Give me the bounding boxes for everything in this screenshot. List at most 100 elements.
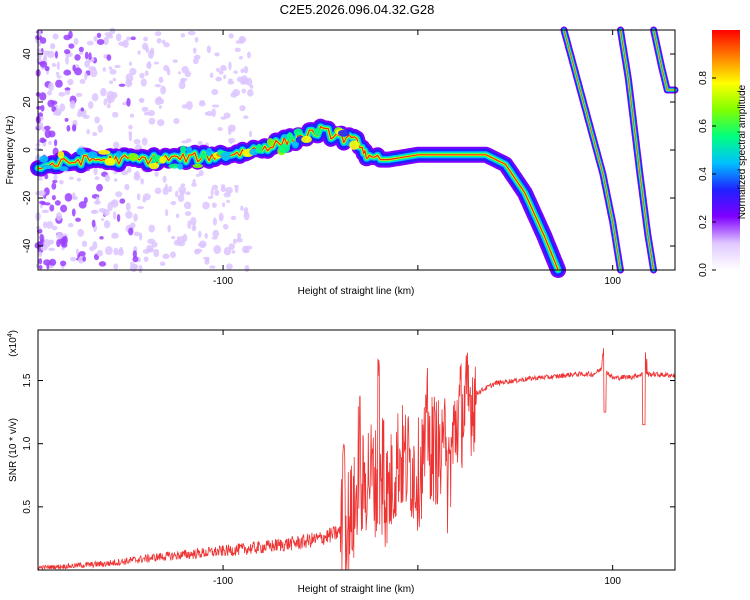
spectrogram-noise-blob xyxy=(78,46,84,53)
spectrogram-noise-blob xyxy=(58,91,66,97)
spectrogram-noise-blob xyxy=(55,79,63,88)
spectrogram-noise-blob xyxy=(54,200,61,206)
spectrogram-noise-blob xyxy=(129,113,135,118)
spectrogram-noise-blob xyxy=(93,166,98,176)
spectrogram-noise-blob xyxy=(234,47,241,53)
spectrogram-noise-blob xyxy=(174,190,179,198)
spectrogram-noise-blob xyxy=(59,179,64,185)
snr-panel: -100 100 0.5 1.0 1.5 Height of straight lin… xyxy=(7,329,676,595)
spectrogram-blob xyxy=(278,143,290,154)
spectrogram-blob xyxy=(266,138,274,147)
spectrogram-noise-blob xyxy=(67,78,74,86)
spectrogram-noise-blob xyxy=(47,99,55,108)
spectrogram-noise-blob xyxy=(91,209,97,214)
spectrogram-noise-blob xyxy=(74,54,81,61)
spectrogram-noise-blob xyxy=(51,182,57,190)
spectrogram-noise-blob xyxy=(48,140,52,145)
spectrogram-noise-blob xyxy=(211,108,216,118)
spectrogram-noise-blob xyxy=(198,101,206,107)
spectrogram-noise-blob xyxy=(143,111,151,116)
spectrogram-noise-blob xyxy=(38,265,43,270)
spectrogram-noise-blob xyxy=(103,36,109,46)
spectrogram-noise-blob xyxy=(243,207,249,215)
spectrogram-noise-blob xyxy=(65,55,69,65)
spectrogram-noise-blob xyxy=(236,237,243,243)
spectrogram-noise-blob xyxy=(128,132,133,142)
spectrogram-noise-blob xyxy=(116,213,121,223)
spectrogram-noise-blob xyxy=(73,38,79,46)
spectrogram-noise-blob xyxy=(192,178,196,184)
spectrogram-noise-blob xyxy=(191,182,197,187)
spectrogram-noise-blob xyxy=(236,76,244,83)
spectrogram-blob xyxy=(40,164,53,169)
spectrogram-noise-blob xyxy=(137,50,141,55)
spectrogram-blob xyxy=(177,163,184,170)
spectrogram-noise-blob xyxy=(160,85,166,95)
spectrogram-noise-blob xyxy=(212,217,218,226)
spectrogram-noise-blob xyxy=(192,222,196,230)
snr-frame xyxy=(37,329,676,571)
spectrogram-noise-blob xyxy=(93,200,101,205)
spectrogram-noise xyxy=(34,27,254,274)
spectrogram-blob xyxy=(220,151,231,161)
figure-title: C2E5.2026.096.04.32.G28 xyxy=(280,2,435,17)
spectrogram-noise-blob xyxy=(215,76,222,82)
spectrogram-noise-blob xyxy=(80,107,84,112)
spectrogram-noise-blob xyxy=(153,248,160,258)
spectrogram-noise-blob xyxy=(56,75,62,79)
spectrogram-noise-blob xyxy=(107,202,113,212)
spectrogram-noise-blob xyxy=(234,186,239,193)
spectrogram-noise-blob xyxy=(106,90,115,100)
spectrogram-noise-blob xyxy=(148,50,154,59)
spectrogram-blob xyxy=(76,147,86,156)
spectrogram-noise-blob xyxy=(239,105,246,112)
colorbar-tick-label: 0.2 xyxy=(698,215,709,229)
spectrogram-blob xyxy=(159,156,167,164)
spectrogram-noise-blob xyxy=(92,132,98,137)
spectrogram-noise-blob xyxy=(96,32,102,38)
spectrogram-noise-blob xyxy=(209,265,216,269)
spectrogram-y-tick-label: -20 xyxy=(22,190,33,205)
spectrogram-blob xyxy=(313,128,322,136)
spectrogram-noise-blob xyxy=(62,233,68,237)
spectrogram-blob xyxy=(293,128,303,136)
snr-series xyxy=(37,348,676,571)
spectrogram-track xyxy=(617,26,658,274)
spectrogram-noise-blob xyxy=(41,138,47,143)
spectrogram-noise-blob xyxy=(185,138,192,143)
spectrogram-noise-blob xyxy=(96,249,104,257)
spectrogram-noise-blob xyxy=(140,78,147,87)
spectrogram-noise-blob xyxy=(170,251,176,259)
spectrogram-noise-blob xyxy=(183,201,192,210)
spectrogram-noise-blob xyxy=(248,130,253,138)
spectrogram-noise-blob xyxy=(53,174,58,181)
spectrogram-noise-blob xyxy=(36,48,42,52)
spectrogram-noise-blob xyxy=(109,69,117,75)
spectrogram-noise-blob xyxy=(225,186,233,194)
spectrogram-blob xyxy=(128,153,139,162)
spectrogram-noise-blob xyxy=(247,89,254,97)
spectrogram-noise-blob xyxy=(211,202,217,208)
spectrogram-noise-blob xyxy=(96,183,103,192)
spectrogram-noise-blob xyxy=(49,204,55,212)
spectrogram-noise-blob xyxy=(184,211,192,217)
spectrogram-noise-blob xyxy=(86,128,90,135)
spectrogram-noise-blob xyxy=(115,33,122,42)
snr-y-scale-prefix: (x104) xyxy=(7,330,19,357)
spectrogram-noise-blob xyxy=(113,178,118,182)
spectrogram-noise-blob xyxy=(88,66,97,71)
spectrogram-noise-blob xyxy=(233,70,238,74)
spectrogram-noise-blob xyxy=(89,68,98,78)
spectrogram-noise-blob xyxy=(111,232,119,239)
spectrogram-noise-blob xyxy=(106,54,112,61)
spectrogram-noise-blob xyxy=(180,183,186,187)
spectrogram-noise-blob xyxy=(207,195,214,200)
spectrogram-noise-blob xyxy=(227,137,236,144)
snr-background xyxy=(38,330,675,570)
spectrogram-noise-blob xyxy=(115,191,123,198)
snr-x-tick-label: -100 xyxy=(213,576,233,587)
spectrogram-noise-blob xyxy=(55,71,60,76)
spectrogram-noise-blob xyxy=(127,166,132,173)
spectrogram-track-layer xyxy=(653,29,676,91)
